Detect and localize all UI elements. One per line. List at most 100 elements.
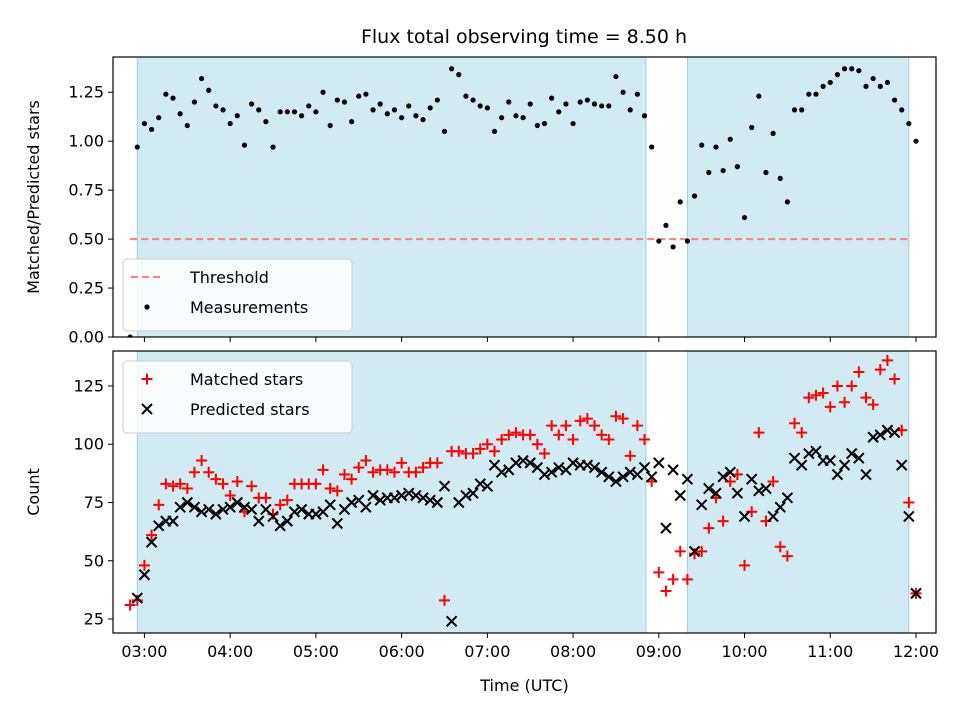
x-axis-label: Time (UTC) — [479, 676, 568, 695]
matched-stars-point-37 — [388, 466, 400, 478]
matched-stars-point-8 — [181, 483, 193, 495]
measurements-point-8 — [184, 122, 190, 129]
y-tick-label: 1.00 — [68, 132, 104, 151]
predicted-stars-point-82 — [717, 471, 729, 483]
predicted-stars-point-93 — [795, 459, 808, 471]
measurements-point-33 — [363, 91, 369, 97]
predicted-stars-point-20 — [274, 520, 286, 532]
measurements-point-9 — [191, 99, 198, 105]
measurements-point-62 — [570, 120, 576, 127]
measurements-point-14 — [227, 120, 233, 127]
predicted-stars-point-32 — [360, 501, 372, 513]
measurements-point-61 — [563, 101, 569, 107]
matched-stars-point-109 — [903, 496, 915, 508]
legend: Threshold Measurements — [122, 258, 353, 332]
legend-swatch-measurements — [144, 304, 150, 310]
measurements-point-65 — [591, 101, 598, 107]
predicted-stars-point-80 — [703, 482, 715, 495]
matched-stars-point-71 — [631, 420, 643, 432]
measurements-point-72 — [641, 113, 648, 119]
matched-stars-point-5 — [160, 478, 172, 490]
observing-interval-2 — [686, 350, 910, 634]
predicted-stars-point-64 — [588, 461, 601, 474]
predicted-stars-point-54 — [517, 454, 529, 467]
measurements-point-48 — [470, 97, 476, 103]
legend: Matched stars Predicted stars — [122, 360, 353, 434]
predicted-stars-point-15 — [238, 501, 251, 513]
measurements-point-93 — [791, 107, 798, 113]
predicted-stars-point-76 — [674, 489, 686, 502]
x-tick-label: 08:00 — [550, 642, 596, 661]
measurements-point-12 — [213, 103, 219, 109]
predicted-stars-point-51 — [495, 466, 508, 478]
predicted-stars-point-16 — [245, 503, 258, 516]
predicted-stars-point-19 — [267, 510, 279, 523]
predicted-stars-point-33 — [367, 489, 379, 502]
matched-stars-point-78 — [681, 573, 693, 585]
predicted-stars-point-78 — [688, 545, 701, 558]
predicted-stars-point-95 — [810, 445, 822, 457]
predicted-stars-point-22 — [288, 506, 301, 518]
predicted-stars-point-47 — [467, 487, 479, 499]
predicted-stars-point-89 — [767, 510, 779, 523]
matched-stars-point-7 — [174, 478, 186, 490]
matched-stars-point-65 — [589, 420, 601, 432]
predicted-stars-point-106 — [888, 426, 901, 439]
bottom-panel: 25 50 75 100 125 03:00 04:00 05:00 06:00 07:00 08:… — [24, 350, 939, 695]
measurements-point-106 — [884, 79, 891, 86]
measurements-point-94 — [799, 107, 805, 113]
top-panel: 0.00 0.25 0.50 0.75 1.00 1.25 Matched/Predicte… — [24, 56, 937, 347]
measurements-point-15 — [234, 113, 240, 119]
predicted-stars-point-66 — [603, 471, 615, 483]
measurements-point-1 — [134, 144, 140, 150]
matched-stars-point-94 — [796, 427, 808, 439]
measurements-point-66 — [599, 103, 605, 109]
predicted-stars-point-36 — [388, 492, 401, 504]
matched-stars-point-22 — [281, 494, 293, 506]
measurements-point-101 — [849, 66, 855, 72]
measurements-point-11 — [206, 87, 212, 93]
matched-stars-point-12 — [210, 473, 222, 485]
predicted-stars-point-41 — [424, 494, 436, 506]
matched-stars-point-75 — [660, 585, 672, 597]
matched-stars-point-72 — [639, 434, 651, 446]
predicted-stars-point-5 — [167, 515, 179, 527]
predicted-stars-point-97 — [824, 454, 836, 467]
matched-stars-point-66 — [596, 429, 608, 441]
measurements-point-79 — [691, 193, 698, 199]
matched-stars-point-97 — [817, 387, 829, 399]
predicted-stars-point-42 — [431, 496, 444, 509]
predicted-stars-point-108 — [903, 510, 915, 523]
matched-stars-point-57 — [531, 438, 543, 450]
matched-stars-point-95 — [803, 392, 815, 404]
predicted-stars-point-11 — [210, 508, 222, 520]
matched-stars-point-90 — [767, 476, 779, 488]
measurements-point-73 — [649, 144, 655, 150]
matched-stars-point-27 — [317, 464, 329, 476]
measurements-point-56 — [527, 101, 533, 107]
x-tick-label: 09:00 — [636, 642, 682, 661]
measurements-point-18 — [256, 107, 262, 113]
predicted-stars-point-34 — [374, 494, 386, 506]
matched-stars-point-10 — [196, 455, 208, 467]
matched-stars-point-67 — [603, 434, 615, 446]
measurements-point-0 — [127, 334, 133, 337]
measurements-point-67 — [606, 103, 612, 109]
measurements-point-32 — [356, 93, 362, 99]
measurements-point-6 — [170, 95, 176, 101]
matched-stars-point-33 — [360, 455, 372, 467]
predicted-stars-point-9 — [195, 506, 208, 518]
matched-stars-point-106 — [881, 354, 893, 366]
matched-stars-point-11 — [203, 466, 215, 478]
measurements-point-109 — [906, 120, 912, 127]
matched-stars-point-15 — [231, 476, 243, 488]
x-tick-label: 06:00 — [379, 642, 425, 661]
predicted-stars-point-27 — [324, 499, 336, 511]
predicted-stars-point-28 — [331, 517, 344, 530]
predicted-stars-point-74 — [660, 522, 672, 534]
predicted-stars-point-55 — [524, 457, 536, 469]
measurements-point-55 — [520, 115, 526, 121]
measurements-point-71 — [634, 91, 640, 97]
matched-stars-point-44 — [438, 594, 450, 606]
x-tick-label: 11:00 — [807, 642, 853, 661]
